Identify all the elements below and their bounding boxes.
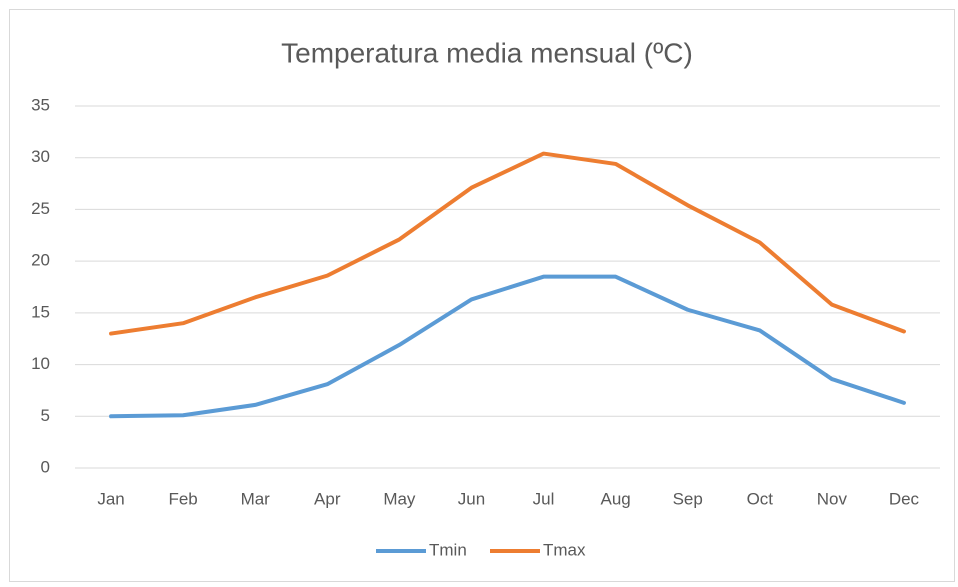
x-tick-label: Aug (601, 489, 631, 508)
x-tick-label: Dec (889, 489, 920, 508)
y-tick-label: 5 (41, 406, 50, 425)
x-tick-label: Sep (673, 489, 703, 508)
x-tick-label: Jan (97, 489, 124, 508)
line-series (109, 151, 906, 336)
chart-title: Temperatura media mensual (ºC) (281, 37, 693, 68)
x-tick-label: Jul (533, 489, 555, 508)
y-tick-label: 30 (31, 147, 50, 166)
y-tick-label: 15 (31, 302, 50, 321)
line-series (109, 274, 906, 419)
x-tick-label: Feb (168, 489, 197, 508)
y-tick-label: 20 (31, 251, 50, 270)
x-tick-label: Jun (458, 489, 485, 508)
y-tick-label: 25 (31, 199, 50, 218)
x-tick-label: Mar (241, 489, 271, 508)
y-tick-label: 35 (31, 95, 50, 114)
y-tick-label: 10 (31, 354, 50, 373)
legend-label: Tmax (543, 540, 586, 559)
x-tick-label: Oct (747, 489, 774, 508)
y-tick-label: 0 (41, 457, 50, 476)
x-tick-label: Nov (817, 489, 848, 508)
x-tick-label: May (383, 489, 416, 508)
legend-label: Tmin (429, 540, 467, 559)
x-tick-label: Apr (314, 489, 341, 508)
